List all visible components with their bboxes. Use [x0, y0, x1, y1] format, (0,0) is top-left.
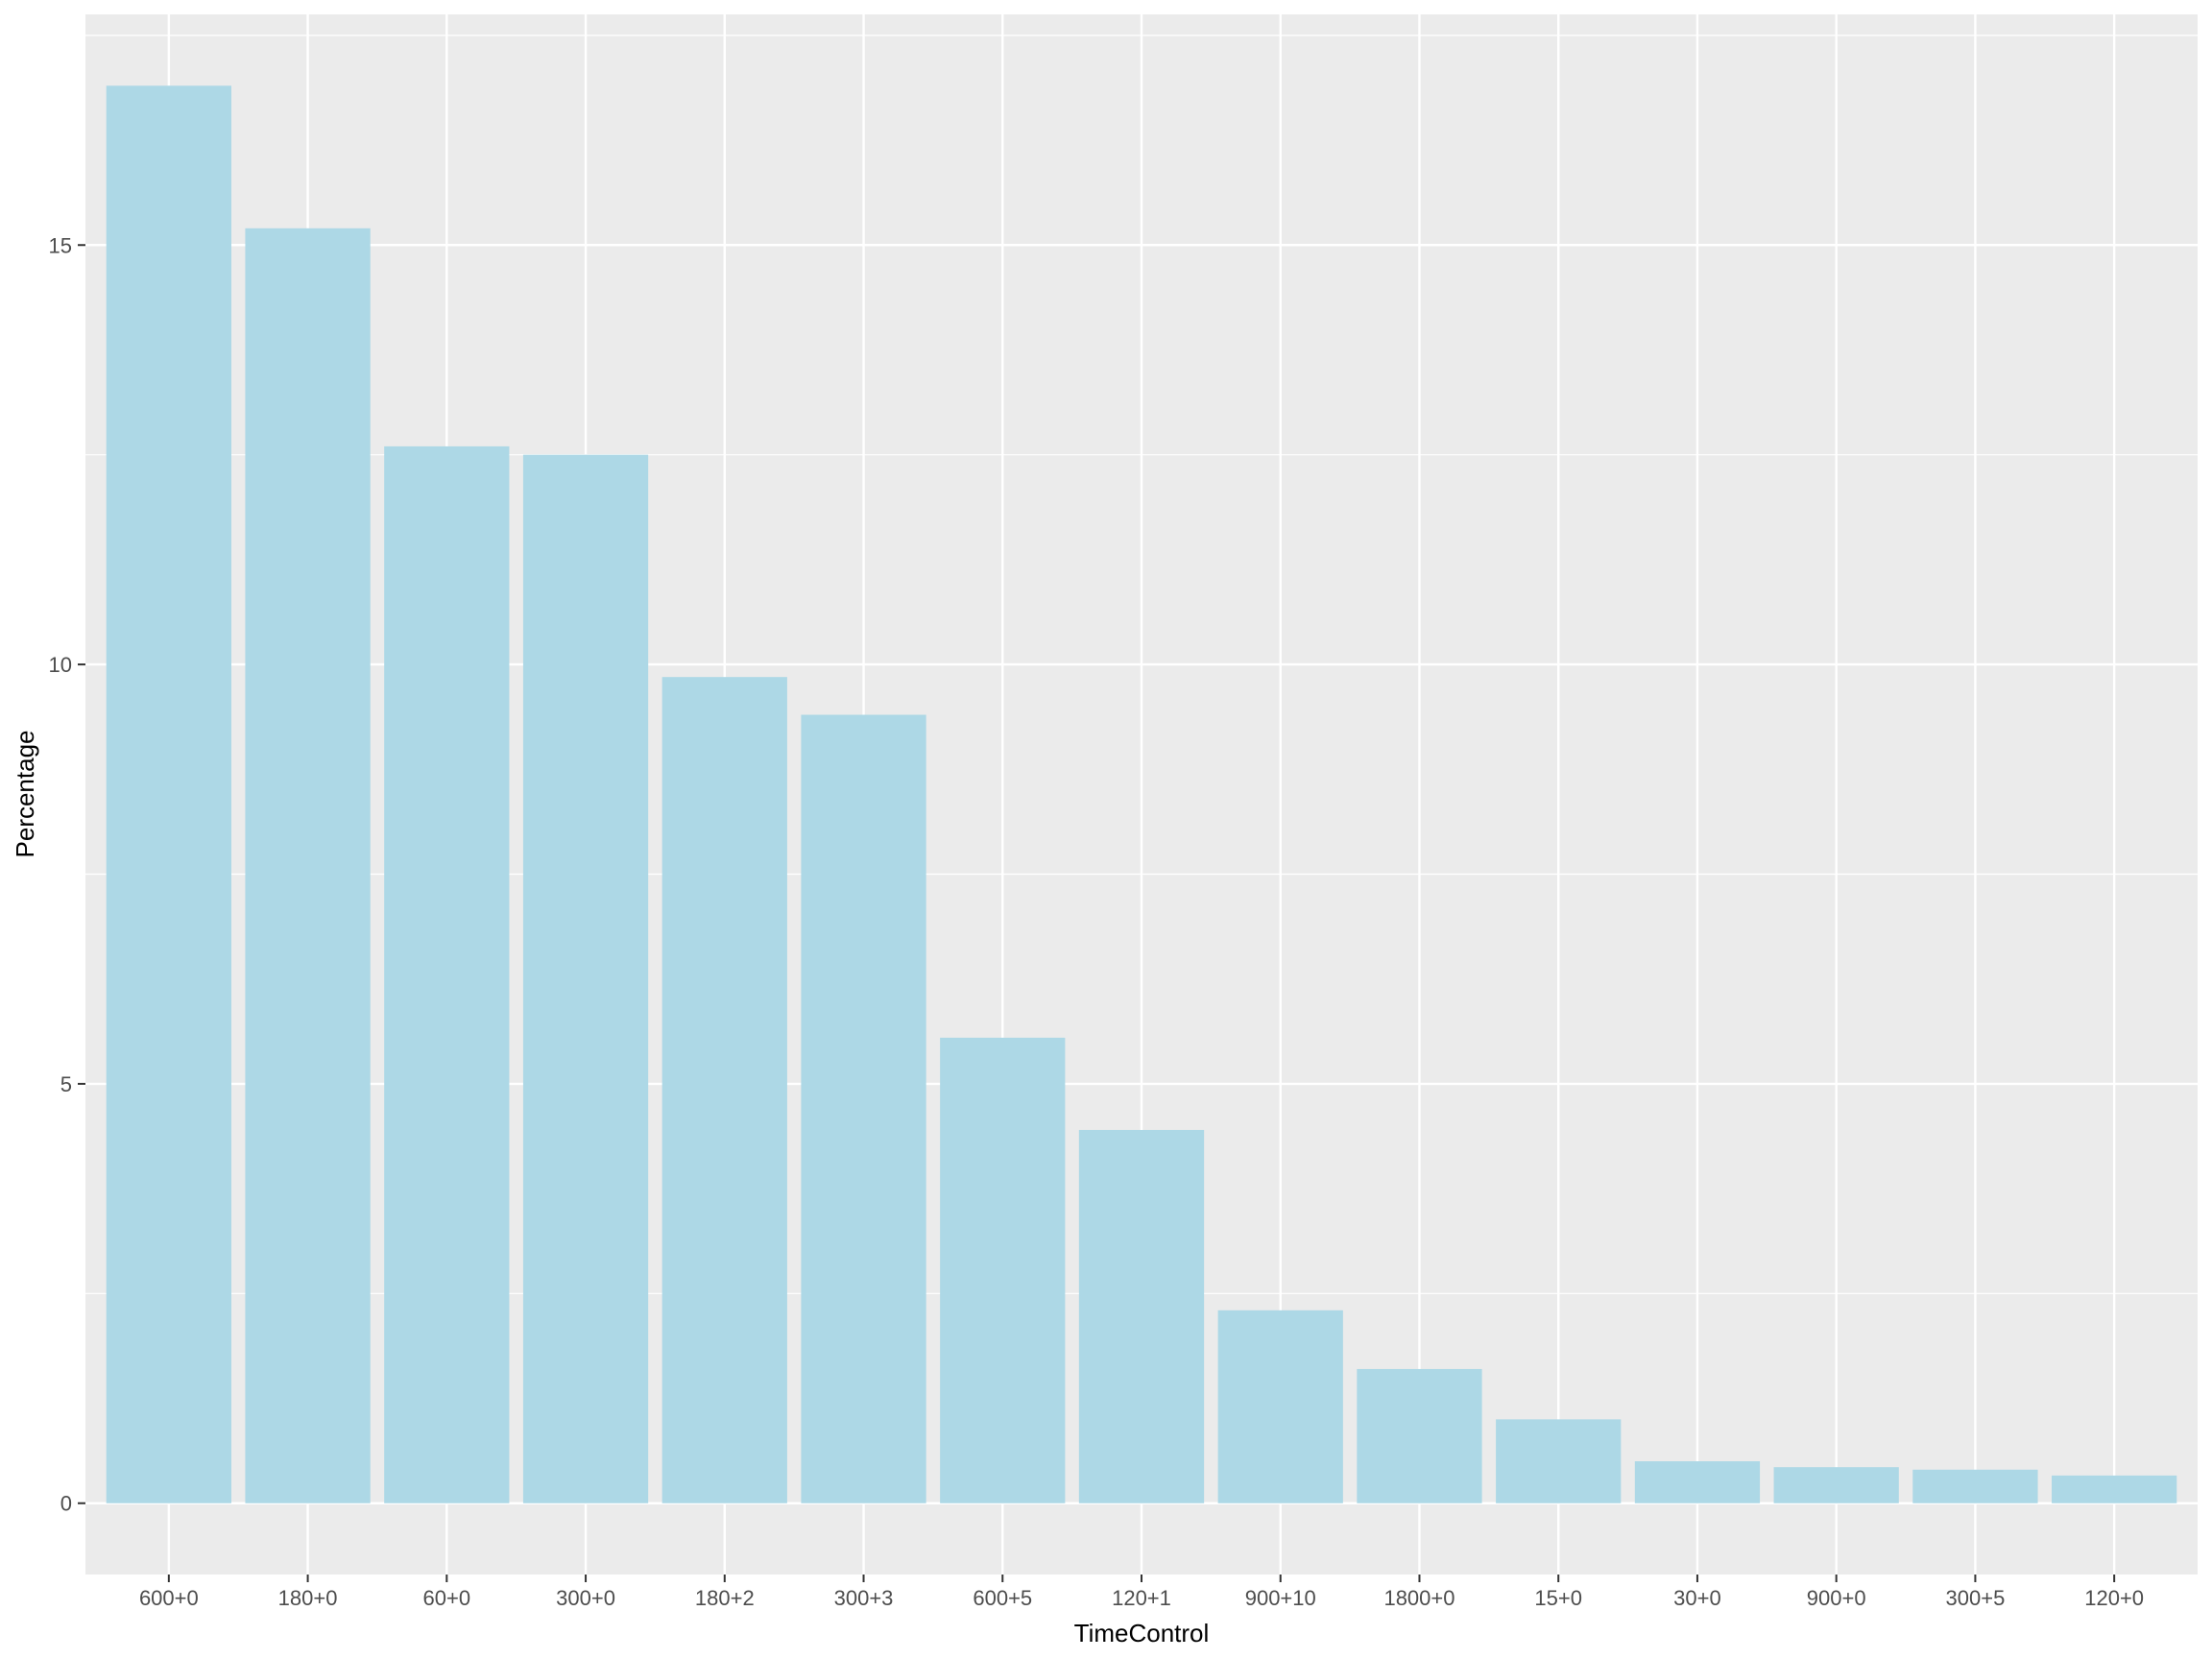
bar-120+0 [2052, 1475, 2177, 1503]
x-tick-label: 300+3 [834, 1586, 894, 1610]
x-tick-label: 900+10 [1245, 1586, 1316, 1610]
bar-15+0 [1496, 1419, 1622, 1503]
x-tick-label: 1800+0 [1383, 1586, 1455, 1610]
y-tick-label: 10 [49, 653, 72, 677]
x-tick-label: 30+0 [1673, 1586, 1721, 1610]
x-tick-label: 600+0 [139, 1586, 199, 1610]
bar-30+0 [1634, 1461, 1761, 1503]
x-tick-label: 60+0 [423, 1586, 471, 1610]
x-axis-title: TimeControl [1074, 1619, 1210, 1647]
bar-120+1 [1078, 1129, 1205, 1503]
x-tick-label: 15+0 [1534, 1586, 1582, 1610]
bar-300+3 [801, 714, 926, 1503]
bar-300+0 [522, 454, 649, 1503]
x-tick-label: 180+2 [695, 1586, 755, 1610]
bar-180+2 [661, 677, 787, 1503]
bar-600+5 [940, 1037, 1066, 1503]
x-tick-label: 300+5 [1946, 1586, 2006, 1610]
x-tick-label: 120+0 [2084, 1586, 2144, 1610]
bar-900+10 [1217, 1310, 1343, 1503]
y-axis-title: Percentage [11, 731, 39, 858]
bar-600+0 [106, 85, 231, 1503]
y-axis-ticks: 0 5 10 15 [49, 233, 85, 1516]
x-tick-label: 600+5 [973, 1586, 1032, 1610]
y-tick-label: 15 [49, 233, 72, 257]
bar-1800+0 [1357, 1368, 1482, 1503]
x-axis-ticks: 600+0 180+0 60+0 300+0 180+2 300+3 600+5 120+1 9… [139, 1575, 2144, 1610]
bars [106, 85, 2177, 1503]
x-tick-label: 300+0 [556, 1586, 615, 1610]
x-tick-label: 180+0 [278, 1586, 338, 1610]
bar-180+0 [245, 228, 371, 1503]
y-tick-label: 0 [60, 1492, 72, 1516]
bar-900+0 [1773, 1467, 1899, 1503]
x-tick-label: 120+1 [1112, 1586, 1171, 1610]
bar-60+0 [384, 445, 510, 1503]
bar-300+5 [1912, 1469, 2038, 1503]
x-tick-label: 900+0 [1807, 1586, 1866, 1610]
y-tick-label: 5 [60, 1072, 72, 1096]
